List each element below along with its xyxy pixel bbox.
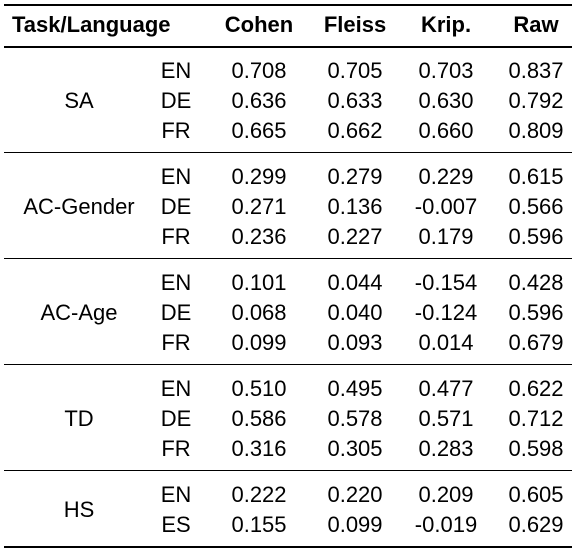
language-cell: FR: [161, 436, 191, 461]
krip-cell: 0.703: [418, 58, 474, 83]
fleiss-cell: 0.136: [327, 194, 383, 219]
fleiss-cell: 0.705: [327, 58, 383, 83]
header-rule: [4, 46, 572, 48]
krip-cell: 0.630: [418, 88, 474, 113]
cohen-cell: 0.708: [231, 58, 287, 83]
raw-cell: 0.428: [508, 270, 564, 295]
fleiss-cell: 0.578: [327, 406, 383, 431]
task-name-cell: HS: [63, 497, 95, 522]
header-raw: Raw: [513, 12, 559, 37]
cohen-cell: 0.101: [231, 270, 287, 295]
raw-cell: 0.596: [508, 300, 564, 325]
language-cell: ES: [161, 512, 191, 537]
language-cell: EN: [160, 58, 192, 83]
header-task-language: Task/Language: [12, 12, 171, 37]
group-rule: [4, 152, 572, 153]
fleiss-cell: 0.044: [327, 270, 383, 295]
krip-cell: -0.019: [414, 512, 478, 537]
task-name-cell: AC-Gender: [23, 194, 135, 219]
fleiss-cell: 0.099: [327, 512, 383, 537]
cohen-cell: 0.636: [231, 88, 287, 113]
krip-cell: 0.209: [418, 482, 474, 507]
krip-cell: 0.477: [418, 376, 474, 401]
krip-cell: -0.154: [414, 270, 478, 295]
fleiss-cell: 0.093: [327, 330, 383, 355]
language-cell: DE: [160, 194, 192, 219]
raw-cell: 0.809: [508, 118, 564, 143]
cohen-cell: 0.299: [231, 164, 287, 189]
cohen-cell: 0.222: [231, 482, 287, 507]
group-rule: [4, 470, 572, 471]
task-name-cell: AC-Age: [40, 300, 118, 325]
group-rule: [4, 258, 572, 259]
krip-cell: 0.179: [418, 224, 474, 249]
fleiss-cell: 0.662: [327, 118, 383, 143]
cohen-cell: 0.665: [231, 118, 287, 143]
language-cell: FR: [161, 224, 191, 249]
fleiss-cell: 0.040: [327, 300, 383, 325]
language-cell: FR: [161, 330, 191, 355]
fleiss-cell: 0.633: [327, 88, 383, 113]
krip-cell: 0.014: [418, 330, 474, 355]
fleiss-cell: 0.227: [327, 224, 383, 249]
raw-cell: 0.629: [508, 512, 564, 537]
raw-cell: 0.615: [508, 164, 564, 189]
language-cell: EN: [160, 376, 192, 401]
cohen-cell: 0.510: [231, 376, 287, 401]
cohen-cell: 0.236: [231, 224, 287, 249]
fleiss-cell: 0.279: [327, 164, 383, 189]
krip-cell: -0.124: [414, 300, 478, 325]
language-cell: DE: [160, 88, 192, 113]
language-cell: FR: [161, 118, 191, 143]
krip-cell: 0.283: [418, 436, 474, 461]
krip-cell: 0.660: [418, 118, 474, 143]
krip-cell: -0.007: [414, 194, 478, 219]
fleiss-cell: 0.220: [327, 482, 383, 507]
cohen-cell: 0.099: [231, 330, 287, 355]
krip-cell: 0.571: [418, 406, 474, 431]
top-rule: [4, 4, 572, 6]
raw-cell: 0.712: [508, 406, 564, 431]
language-cell: EN: [160, 164, 192, 189]
raw-cell: 0.679: [508, 330, 564, 355]
language-cell: EN: [160, 482, 192, 507]
task-name-cell: SA: [64, 88, 94, 113]
header-fleiss: Fleiss: [323, 12, 387, 37]
raw-cell: 0.566: [508, 194, 564, 219]
task-name-cell: TD: [64, 406, 94, 431]
raw-cell: 0.622: [508, 376, 564, 401]
raw-cell: 0.792: [508, 88, 564, 113]
fleiss-cell: 0.495: [327, 376, 383, 401]
cohen-cell: 0.316: [231, 436, 287, 461]
language-cell: EN: [160, 270, 192, 295]
header-cohen: Cohen: [224, 12, 294, 37]
cohen-cell: 0.586: [231, 406, 287, 431]
fleiss-cell: 0.305: [327, 436, 383, 461]
raw-cell: 0.596: [508, 224, 564, 249]
cohen-cell: 0.068: [231, 300, 287, 325]
raw-cell: 0.598: [508, 436, 564, 461]
raw-cell: 0.605: [508, 482, 564, 507]
cohen-cell: 0.271: [231, 194, 287, 219]
language-cell: DE: [160, 406, 192, 431]
language-cell: DE: [160, 300, 192, 325]
cohen-cell: 0.155: [231, 512, 287, 537]
krip-cell: 0.229: [418, 164, 474, 189]
header-krip: Krip.: [420, 12, 472, 37]
group-rule: [4, 364, 572, 365]
raw-cell: 0.837: [508, 58, 564, 83]
